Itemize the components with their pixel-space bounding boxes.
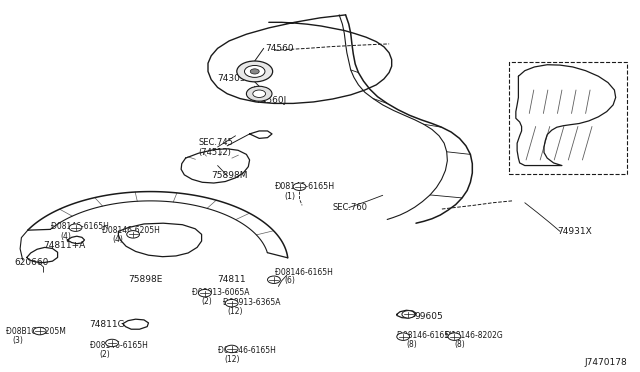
Text: 74811+A: 74811+A bbox=[44, 241, 86, 250]
Text: Ð08146-6165H: Ð08146-6165H bbox=[90, 341, 147, 350]
Circle shape bbox=[397, 333, 410, 340]
Circle shape bbox=[69, 224, 82, 231]
Circle shape bbox=[253, 90, 266, 97]
Text: Ð08146-6165H: Ð08146-6165H bbox=[51, 222, 109, 231]
Text: (1): (1) bbox=[285, 192, 296, 201]
Text: SEC.745: SEC.745 bbox=[198, 138, 233, 147]
Circle shape bbox=[246, 86, 272, 101]
Text: 74560: 74560 bbox=[266, 44, 294, 53]
Circle shape bbox=[448, 333, 461, 340]
Text: Ð08146-6165H: Ð08146-6165H bbox=[218, 346, 275, 355]
Circle shape bbox=[244, 65, 265, 77]
Text: Ð08146-6205H: Ð08146-6205H bbox=[102, 226, 160, 235]
Text: Ð08146-6165H: Ð08146-6165H bbox=[275, 268, 333, 277]
Text: Ð08146-6165H: Ð08146-6165H bbox=[397, 331, 454, 340]
Text: Ð08913-6365A: Ð08913-6365A bbox=[223, 298, 280, 307]
Text: (74512): (74512) bbox=[198, 148, 231, 157]
Circle shape bbox=[225, 345, 238, 353]
Circle shape bbox=[106, 339, 118, 347]
Circle shape bbox=[127, 231, 140, 238]
Text: (8): (8) bbox=[406, 340, 417, 349]
Text: Ð08913-6065A: Ð08913-6065A bbox=[192, 288, 250, 296]
Circle shape bbox=[293, 183, 306, 190]
Text: 74811G: 74811G bbox=[90, 320, 125, 329]
Text: (3): (3) bbox=[13, 336, 24, 345]
Text: 74931X: 74931X bbox=[557, 227, 591, 236]
Text: 74560J: 74560J bbox=[255, 96, 286, 105]
Text: Ð08B1G-8205M: Ð08B1G-8205M bbox=[6, 327, 67, 336]
Circle shape bbox=[198, 289, 211, 297]
Text: (6): (6) bbox=[285, 276, 296, 285]
Text: (12): (12) bbox=[227, 307, 243, 316]
Text: 74811: 74811 bbox=[218, 275, 246, 284]
Text: Ð08146-6165H: Ð08146-6165H bbox=[275, 182, 335, 191]
Text: (4): (4) bbox=[112, 235, 123, 244]
Text: 75898M: 75898M bbox=[211, 171, 248, 180]
Text: 620660: 620660 bbox=[14, 258, 49, 267]
Text: 75898E: 75898E bbox=[128, 275, 163, 284]
Circle shape bbox=[268, 276, 280, 283]
Circle shape bbox=[402, 311, 415, 318]
Text: (4): (4) bbox=[61, 232, 72, 241]
Text: (2): (2) bbox=[99, 350, 110, 359]
Text: (2): (2) bbox=[202, 297, 212, 306]
Text: 74305F: 74305F bbox=[218, 74, 252, 83]
Text: 99605: 99605 bbox=[415, 312, 444, 321]
Text: J7470178: J7470178 bbox=[584, 358, 627, 367]
Text: (8): (8) bbox=[454, 340, 465, 349]
Circle shape bbox=[225, 299, 238, 307]
Circle shape bbox=[250, 69, 259, 74]
Text: SEC.760: SEC.760 bbox=[333, 203, 368, 212]
Circle shape bbox=[33, 327, 46, 335]
Circle shape bbox=[237, 61, 273, 82]
Text: (12): (12) bbox=[224, 355, 239, 364]
Text: Ð08146-8202G: Ð08146-8202G bbox=[445, 331, 502, 340]
